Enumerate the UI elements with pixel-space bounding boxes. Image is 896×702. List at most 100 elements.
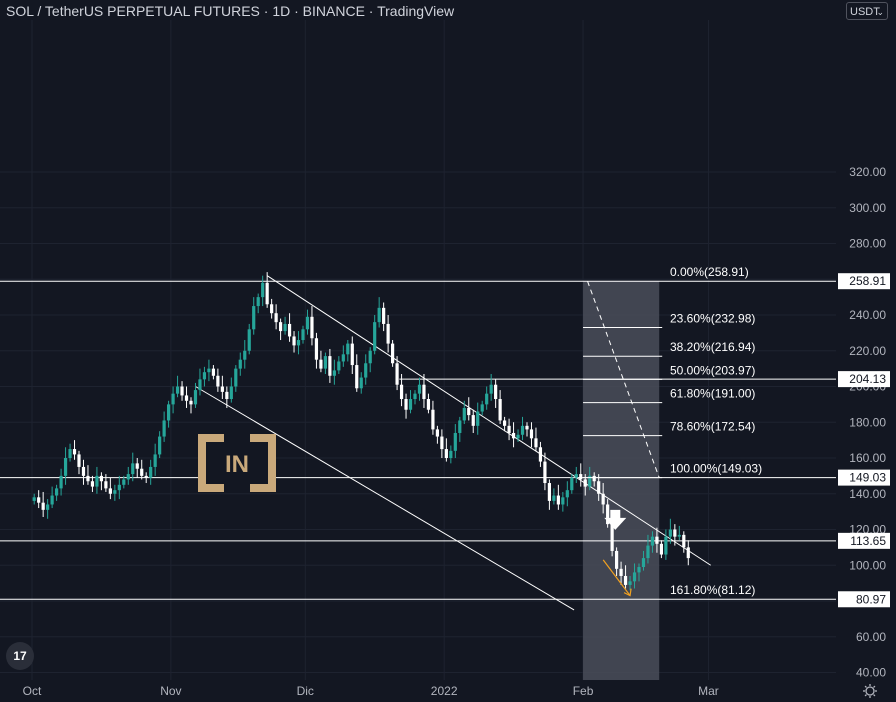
candle-body — [131, 463, 135, 475]
candle-body — [632, 572, 637, 582]
candle-body — [399, 384, 404, 400]
tradingview-logo-icon[interactable]: 17 — [6, 642, 34, 670]
price-tick-label: 40.00 — [856, 666, 886, 680]
candle-body — [655, 536, 659, 544]
candle-body — [279, 322, 283, 332]
candle-body — [476, 411, 480, 426]
candle-body — [287, 323, 292, 337]
candle-body — [453, 432, 457, 451]
candle-body — [323, 356, 327, 369]
gear-icon[interactable] — [863, 684, 877, 698]
candle-body — [283, 323, 287, 332]
candle-body — [565, 490, 569, 498]
trend-line-upper — [266, 275, 711, 566]
currency-selector[interactable]: USDT ⌄ — [846, 2, 888, 20]
candle-body — [149, 466, 153, 478]
time-axis: Oct Nov Dic 2022 Feb Mar — [0, 680, 896, 702]
watermark-text: IN — [225, 451, 249, 478]
candle-body — [256, 297, 260, 307]
candle-body — [668, 529, 672, 537]
candle-body — [641, 558, 646, 568]
price-tag-bg — [838, 591, 890, 608]
candle-body — [37, 497, 41, 503]
candle-body — [435, 429, 439, 437]
candle-body — [305, 316, 310, 330]
candle-body — [184, 395, 189, 401]
trend-line-lower — [195, 386, 575, 611]
candle-body — [247, 329, 251, 351]
candle-body — [158, 436, 162, 455]
candle-body — [310, 316, 314, 339]
candle-body — [503, 420, 507, 426]
candle-body — [489, 384, 493, 394]
fib-level-label: 61.80%(191.00) — [670, 387, 755, 401]
candle-body — [198, 379, 202, 391]
price-tag-bg — [838, 532, 890, 549]
candle-body — [574, 474, 578, 478]
price-tick-label: 300.00 — [849, 201, 886, 215]
candle-body — [588, 475, 592, 487]
candle-body — [516, 434, 520, 439]
candle-body — [202, 372, 207, 380]
candle-body — [664, 536, 668, 555]
candle-body — [99, 475, 103, 482]
candle-body — [525, 425, 529, 430]
candle-body — [538, 447, 543, 462]
candle-body — [234, 368, 238, 387]
candle-body — [543, 461, 547, 484]
price-tick-label: 160.00 — [849, 451, 886, 465]
currency-label: USDT — [850, 6, 880, 18]
candle-body — [391, 343, 395, 364]
fib-level-label: 78.60%(172.54) — [670, 420, 755, 434]
candle-body — [462, 407, 466, 421]
candle-body — [59, 475, 63, 489]
candle-body — [63, 458, 68, 476]
candle-body — [72, 449, 77, 455]
candle-body — [167, 404, 171, 421]
candle-body — [561, 497, 565, 505]
candle-body — [408, 399, 413, 410]
candle-body — [296, 340, 301, 346]
candle-body — [650, 536, 655, 546]
candle-body — [592, 475, 596, 482]
candle-body — [552, 495, 556, 501]
chart-grid — [0, 20, 836, 680]
candle-body — [480, 404, 484, 412]
candle-body — [659, 543, 663, 555]
candle-body — [86, 475, 90, 482]
trend-channel — [195, 275, 711, 611]
candle-body — [175, 386, 180, 394]
candle-body — [122, 479, 126, 485]
chevron-down-icon: ⌄ — [876, 7, 884, 17]
candle-body — [229, 386, 233, 400]
candle-body — [606, 504, 610, 525]
candle-body — [386, 323, 390, 344]
candle-body — [292, 336, 296, 346]
time-tick-label: 2022 — [431, 684, 458, 698]
candle-body — [485, 393, 489, 405]
candle-body — [498, 399, 502, 421]
orange-arrow-line — [602, 559, 631, 596]
candle-body — [314, 338, 319, 360]
time-tick-label: Dic — [297, 684, 314, 698]
candle-body — [471, 415, 475, 426]
candle-body — [162, 420, 166, 437]
fib-level-label: 0.00%(258.91) — [670, 265, 749, 279]
candle-body — [225, 391, 229, 400]
candle-body — [677, 534, 681, 537]
candle-body — [265, 282, 269, 305]
candle-body — [216, 375, 220, 387]
candle-body — [601, 493, 605, 505]
candle-body — [359, 377, 363, 389]
price-tick-label: 320.00 — [849, 165, 886, 179]
fib-diagonal-line — [587, 281, 660, 478]
candle-body — [377, 307, 381, 323]
candle-body — [373, 322, 377, 351]
candle-body — [243, 350, 247, 360]
candle-body — [350, 343, 354, 366]
candle-body — [274, 313, 278, 323]
time-axis-bg — [0, 680, 896, 702]
fib-level-label: 50.00%(203.97) — [670, 363, 755, 377]
candle-body — [337, 361, 341, 371]
